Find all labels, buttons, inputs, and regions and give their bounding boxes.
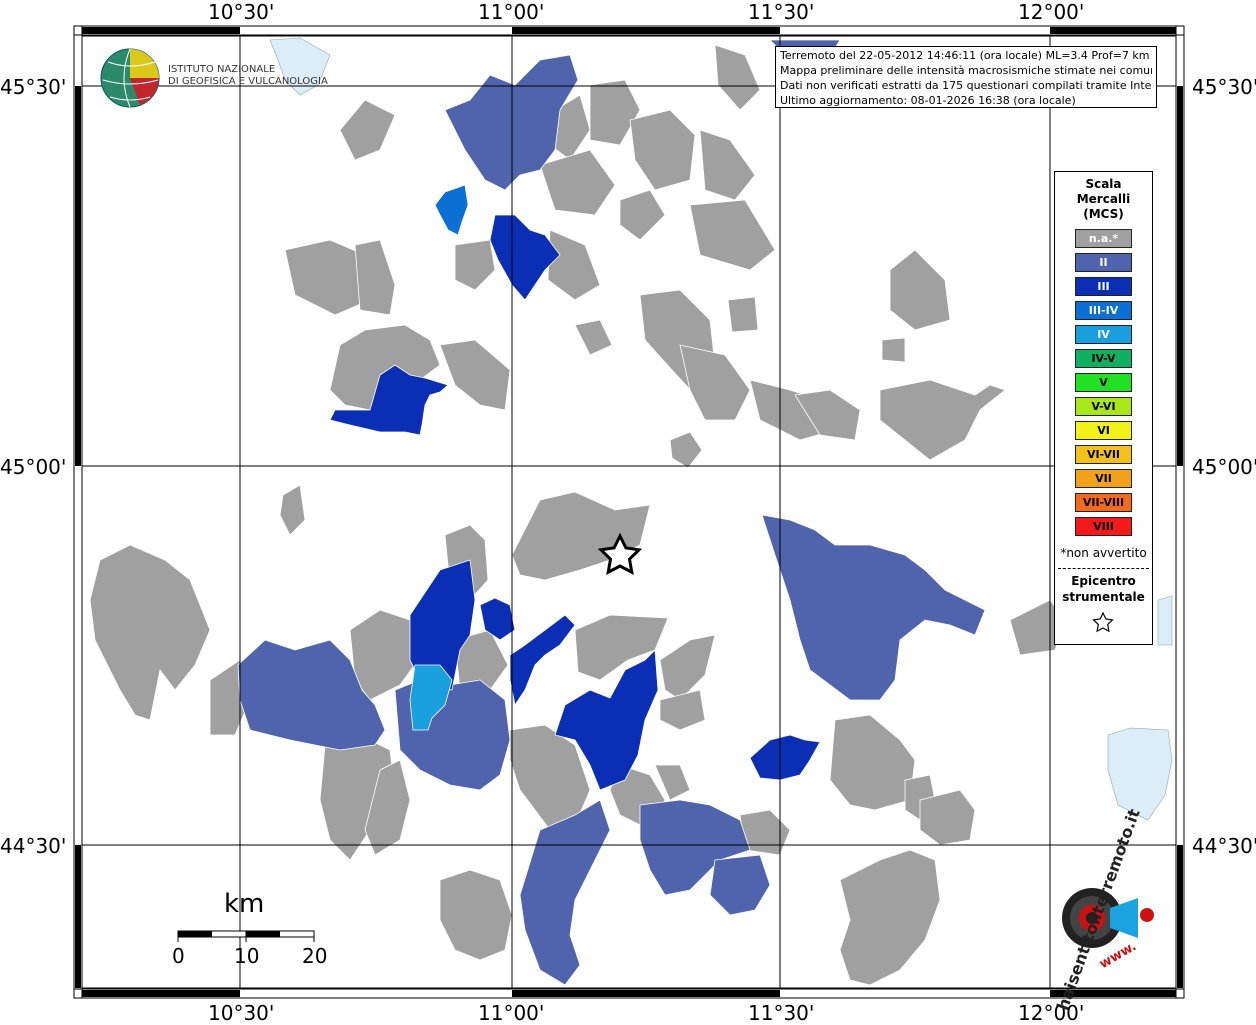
legend-item: V — [1075, 373, 1132, 392]
legend-title-line1: Scala — [1085, 177, 1122, 191]
legend-title-line3: (MCS) — [1083, 207, 1124, 221]
info-line-1: Terremoto del 22-05-2012 14:46:11 (ora l… — [780, 49, 1150, 62]
lat-label-left-3: 44°30' — [0, 834, 67, 858]
legend-separator — [1058, 568, 1149, 569]
scale-tick-0: 0 — [172, 944, 185, 968]
lon-label-bottom-4: 12°00' — [1018, 1001, 1085, 1025]
ingv-logo-icon — [100, 48, 160, 108]
legend-epicenter-line1: Epicentro — [1071, 574, 1136, 588]
epicenter-star — [597, 532, 643, 575]
lat-label-left-1: 45°30' — [0, 75, 67, 99]
info-line-3: Dati non verificati estratti da 175 ques… — [780, 79, 1152, 92]
lon-label-top-2: 11°00' — [478, 0, 545, 24]
graticule — [82, 36, 1176, 988]
lat-label-right-1: 45°30' — [1192, 75, 1256, 99]
municipalities-iv — [409, 664, 453, 731]
lon-label-top-1: 10°30' — [208, 0, 275, 24]
legend-epicenter-label: Epicentro strumentale — [1055, 573, 1152, 605]
legend-item: IV — [1075, 325, 1132, 344]
water-bodies — [269, 37, 1173, 821]
legend-star-icon — [1092, 611, 1114, 633]
lon-label-bottom-1: 10°30' — [208, 1001, 275, 1025]
legend-item: VII — [1075, 469, 1132, 488]
legend-item: III-IV — [1075, 301, 1132, 320]
lake-garda — [269, 37, 331, 96]
hsit-logo-url: www. — [1096, 938, 1140, 973]
lat-label-right-3: 44°30' — [1192, 834, 1256, 858]
lon-label-top-3: 11°30' — [748, 0, 815, 24]
legend-item: n.a.* — [1075, 229, 1132, 248]
municipalities-iii-iv — [434, 184, 469, 236]
scale-title: km — [224, 889, 265, 919]
legend-item: VIII — [1075, 517, 1132, 536]
legend-note: *non avvertito — [1060, 546, 1147, 560]
map-frame — [73, 25, 1185, 999]
legend-title-line2: Mercalli — [1076, 192, 1131, 206]
lon-label-bottom-2: 11°00' — [478, 1001, 545, 1025]
mcs-legend: Scala Mercalli (MCS) n.a.* II III III-IV IV I… — [1054, 171, 1153, 645]
coast-water-2 — [1157, 595, 1173, 646]
ingv-logo-line1: ISTITUTO NAZIONALE — [168, 64, 276, 75]
legend-item: VI-VII — [1075, 445, 1132, 464]
coast-water — [1107, 727, 1173, 821]
ingv-logo-text: ISTITUTO NAZIONALE DI GEOFISICA E VULCAN… — [168, 64, 328, 88]
legend-item: V-VI — [1075, 397, 1132, 416]
legend-item: VII-VIII — [1075, 493, 1132, 512]
lat-label-right-2: 45°00' — [1192, 455, 1256, 479]
legend-item: II — [1075, 253, 1132, 272]
info-line-2: Mappa preliminare delle intensità macros… — [780, 64, 1152, 77]
lon-label-top-4: 12°00' — [1018, 0, 1085, 24]
event-info-box: Terremoto del 22-05-2012 14:46:11 (ora l… — [775, 46, 1157, 108]
hsit-logo-icon — [1062, 888, 1154, 948]
lat-label-left-2: 45°00' — [0, 455, 67, 479]
scale-tick-10: 10 — [234, 944, 260, 968]
legend-epicenter-line2: strumentale — [1062, 590, 1145, 604]
scale-tick-20: 20 — [302, 944, 328, 968]
legend-title: Scala Mercalli (MCS) — [1055, 177, 1152, 222]
hsit-logo-text: haisentitoilterremoto.it www. — [1020, 806, 1170, 1012]
legend-item: VI — [1075, 421, 1132, 440]
scale-bar — [177, 930, 315, 942]
legend-item: III — [1075, 277, 1132, 296]
municipalities-na — [89, 44, 1066, 986]
ingv-logo-line2: DI GEOFISICA E VULCANOLOGIA — [168, 76, 328, 87]
info-line-4: Ultimo aggiornamento: 08-01-2026 16:38 (… — [780, 94, 1076, 107]
municipalities-ii — [237, 39, 986, 986]
lon-label-bottom-3: 11°30' — [748, 1001, 815, 1025]
municipalities-iii — [329, 214, 821, 791]
legend-item: IV-V — [1075, 349, 1132, 368]
